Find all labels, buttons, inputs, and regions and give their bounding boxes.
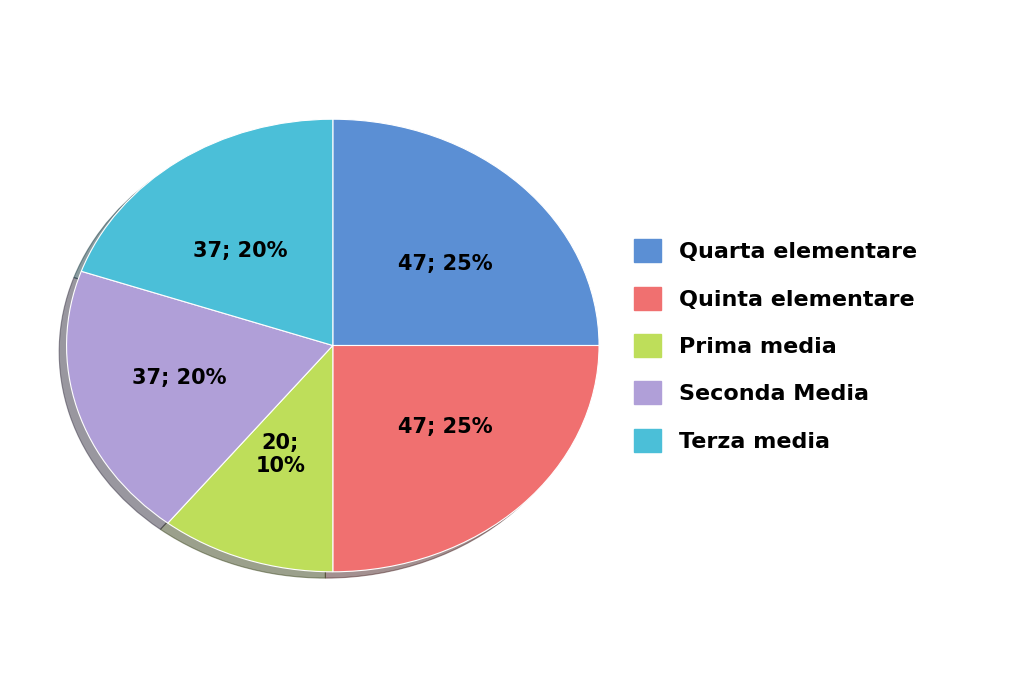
Text: 37; 20%: 37; 20%: [132, 368, 226, 388]
Wedge shape: [168, 346, 333, 572]
Wedge shape: [81, 119, 333, 346]
Text: 37; 20%: 37; 20%: [193, 241, 288, 261]
Wedge shape: [67, 272, 333, 523]
Legend: Quarta elementare, Quinta elementare, Prima media, Seconda Media, Terza media: Quarta elementare, Quinta elementare, Pr…: [626, 231, 926, 460]
Wedge shape: [333, 346, 599, 572]
Text: 20;
10%: 20; 10%: [255, 433, 305, 476]
Text: 47; 25%: 47; 25%: [398, 254, 494, 274]
Text: 47; 25%: 47; 25%: [398, 417, 494, 437]
Wedge shape: [333, 119, 599, 346]
